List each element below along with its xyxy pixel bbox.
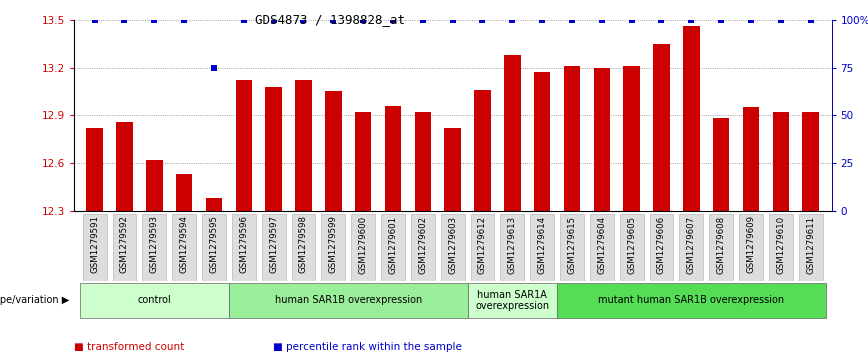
Text: GSM1279611: GSM1279611	[806, 215, 815, 274]
Bar	[444, 128, 461, 211]
Text: ■ percentile rank within the sample: ■ percentile rank within the sample	[273, 342, 463, 352]
Text: control: control	[137, 295, 171, 305]
Text: GSM1279598: GSM1279598	[299, 215, 308, 273]
FancyBboxPatch shape	[557, 283, 825, 318]
Bar	[266, 87, 282, 211]
Text: GSM1279614: GSM1279614	[537, 215, 547, 274]
Bar	[326, 91, 341, 211]
Text: GSM1279602: GSM1279602	[418, 215, 427, 274]
Bar	[773, 112, 789, 211]
FancyBboxPatch shape	[352, 214, 375, 281]
FancyBboxPatch shape	[441, 214, 464, 281]
Text: GSM1279612: GSM1279612	[478, 215, 487, 274]
Bar	[87, 128, 103, 211]
Text: GSM1279607: GSM1279607	[687, 215, 696, 274]
FancyBboxPatch shape	[82, 214, 107, 281]
Text: genotype/variation ▶: genotype/variation ▶	[0, 295, 69, 305]
FancyBboxPatch shape	[80, 283, 229, 318]
Bar	[146, 160, 162, 211]
Text: GSM1279596: GSM1279596	[240, 215, 248, 273]
FancyBboxPatch shape	[229, 283, 468, 318]
Bar	[654, 44, 670, 211]
FancyBboxPatch shape	[680, 214, 703, 281]
FancyBboxPatch shape	[620, 214, 643, 281]
Text: ■ transformed count: ■ transformed count	[74, 342, 184, 352]
FancyBboxPatch shape	[411, 214, 435, 281]
Text: GSM1279609: GSM1279609	[746, 215, 755, 273]
Text: GSM1279594: GSM1279594	[180, 215, 188, 273]
Bar	[534, 72, 550, 211]
Text: GSM1279592: GSM1279592	[120, 215, 129, 273]
FancyBboxPatch shape	[262, 214, 286, 281]
Text: GDS4873 / 1398828_at: GDS4873 / 1398828_at	[255, 13, 404, 26]
Bar	[355, 112, 372, 211]
FancyBboxPatch shape	[500, 214, 524, 281]
Text: GSM1279597: GSM1279597	[269, 215, 278, 273]
FancyBboxPatch shape	[172, 214, 196, 281]
FancyBboxPatch shape	[530, 214, 554, 281]
FancyBboxPatch shape	[739, 214, 763, 281]
Text: GSM1279605: GSM1279605	[628, 215, 636, 274]
FancyBboxPatch shape	[232, 214, 256, 281]
FancyBboxPatch shape	[649, 214, 674, 281]
Bar	[235, 80, 252, 211]
Bar	[743, 107, 760, 211]
Bar	[564, 66, 580, 211]
Bar	[623, 66, 640, 211]
FancyBboxPatch shape	[799, 214, 823, 281]
Text: GSM1279591: GSM1279591	[90, 215, 99, 273]
Text: GSM1279601: GSM1279601	[389, 215, 398, 274]
FancyBboxPatch shape	[113, 214, 136, 281]
Bar	[295, 80, 312, 211]
Bar	[415, 112, 431, 211]
Bar	[504, 55, 521, 211]
FancyBboxPatch shape	[468, 283, 557, 318]
FancyBboxPatch shape	[202, 214, 226, 281]
FancyBboxPatch shape	[560, 214, 584, 281]
Bar	[683, 26, 700, 211]
FancyBboxPatch shape	[381, 214, 405, 281]
FancyBboxPatch shape	[470, 214, 495, 281]
Text: GSM1279613: GSM1279613	[508, 215, 516, 274]
Text: GSM1279606: GSM1279606	[657, 215, 666, 274]
Bar	[802, 112, 819, 211]
Text: GSM1279600: GSM1279600	[358, 215, 368, 274]
Bar	[594, 68, 610, 211]
Bar	[474, 90, 490, 211]
Text: GSM1279593: GSM1279593	[150, 215, 159, 273]
Text: GSM1279604: GSM1279604	[597, 215, 607, 274]
Text: mutant human SAR1B overexpression: mutant human SAR1B overexpression	[598, 295, 785, 305]
Bar	[385, 106, 401, 211]
Text: GSM1279610: GSM1279610	[776, 215, 786, 274]
FancyBboxPatch shape	[292, 214, 315, 281]
Text: GSM1279615: GSM1279615	[568, 215, 576, 274]
Bar	[713, 118, 729, 211]
FancyBboxPatch shape	[142, 214, 167, 281]
Bar	[206, 198, 222, 211]
Text: GSM1279595: GSM1279595	[209, 215, 219, 273]
Text: human SAR1B overexpression: human SAR1B overexpression	[274, 295, 422, 305]
FancyBboxPatch shape	[769, 214, 792, 281]
Text: human SAR1A
overexpression: human SAR1A overexpression	[476, 290, 549, 311]
FancyBboxPatch shape	[590, 214, 614, 281]
Bar	[116, 122, 133, 211]
Text: GSM1279608: GSM1279608	[717, 215, 726, 274]
FancyBboxPatch shape	[321, 214, 345, 281]
Text: GSM1279603: GSM1279603	[448, 215, 457, 274]
Text: GSM1279599: GSM1279599	[329, 215, 338, 273]
Bar	[176, 174, 193, 211]
FancyBboxPatch shape	[709, 214, 733, 281]
